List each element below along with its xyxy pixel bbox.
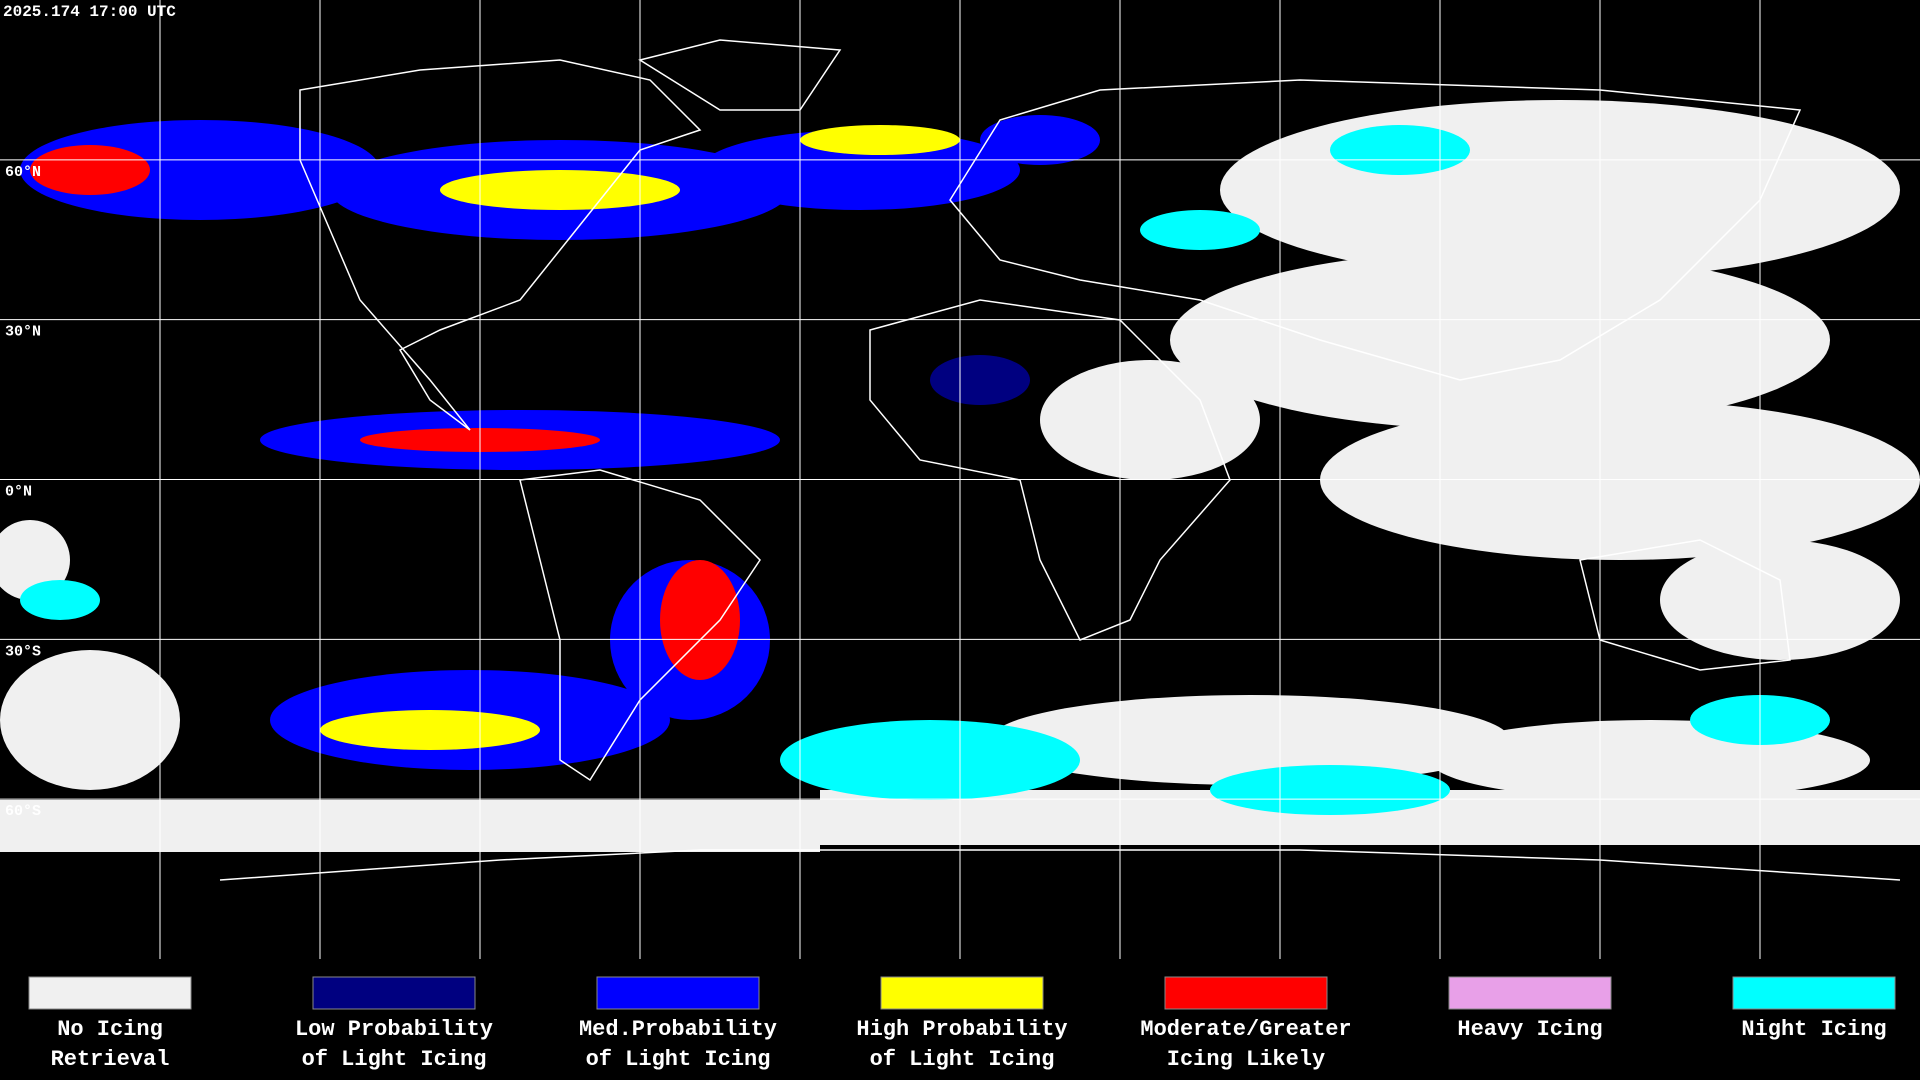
- legend-swatch: [1164, 976, 1328, 1010]
- legend-label: of Light Icing: [870, 1047, 1055, 1072]
- latitude-label: 30°S: [5, 643, 41, 660]
- latitude-labels: 60°N 30°N 0°N 30°S 60°S: [5, 164, 41, 820]
- latitude-label: 30°N: [5, 324, 41, 341]
- legend-label: Icing Likely: [1167, 1047, 1325, 1072]
- latitude-label: 60°N: [5, 164, 41, 181]
- legend-label: Retrieval: [51, 1047, 170, 1072]
- legend-label: Heavy Icing: [1457, 1017, 1602, 1042]
- latitude-label: 60°S: [5, 803, 41, 820]
- legend-swatch: [1448, 976, 1612, 1010]
- legend-label: Low Probability: [295, 1017, 493, 1042]
- legend-label: Moderate/Greater: [1140, 1017, 1351, 1042]
- legend-label: Med.Probability: [579, 1017, 777, 1042]
- legend-swatch: [28, 976, 192, 1010]
- legend-label: of Light Icing: [302, 1047, 487, 1072]
- legend-label: Night Icing: [1741, 1017, 1886, 1042]
- icing-probability-regions: [20, 115, 1100, 770]
- legend-label: High Probability: [856, 1017, 1067, 1042]
- latitude-label: 0°N: [5, 484, 32, 501]
- legend-swatch: [596, 976, 760, 1010]
- legend: No Icing Retrieval Low Probability of Light…: [28, 976, 1896, 1072]
- legend-swatch: [880, 976, 1044, 1010]
- graticule: [0, 0, 1920, 959]
- map: [0, 0, 1920, 959]
- legend-label: of Light Icing: [586, 1047, 771, 1072]
- timestamp: 2025.174 17:00 UTC: [3, 3, 176, 21]
- legend-swatch: [312, 976, 476, 1010]
- legend-swatch: [1732, 976, 1896, 1010]
- night-icing-regions: [20, 125, 1830, 815]
- legend-label: No Icing: [57, 1017, 163, 1042]
